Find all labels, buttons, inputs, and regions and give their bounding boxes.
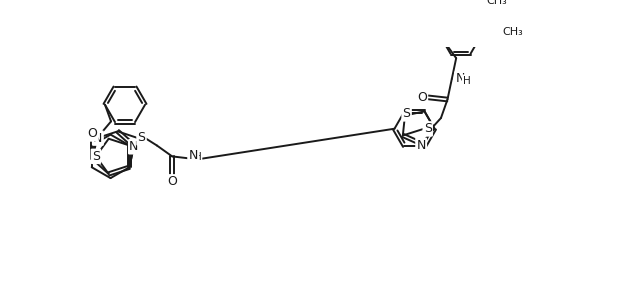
Text: O: O [167,175,177,188]
Text: N: N [188,149,198,162]
Text: O: O [88,127,98,140]
Text: N: N [417,139,426,152]
Text: CH₃: CH₃ [486,0,507,6]
Text: O: O [417,91,427,104]
Text: N: N [93,132,103,145]
Text: S: S [402,107,410,120]
Text: H: H [193,152,201,162]
Text: N: N [129,140,138,153]
Text: S: S [424,122,432,135]
Text: H: H [463,76,471,86]
Text: S: S [138,131,145,145]
Text: S: S [92,150,100,163]
Text: N: N [455,72,465,85]
Text: CH₃: CH₃ [502,27,523,37]
